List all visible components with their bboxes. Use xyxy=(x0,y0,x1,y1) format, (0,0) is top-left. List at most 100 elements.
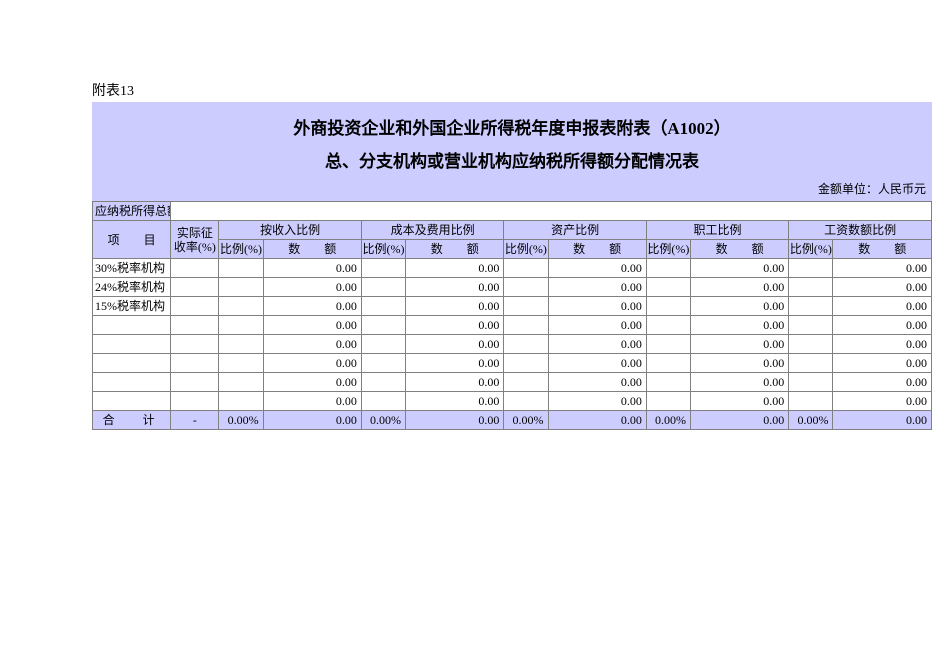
row-label xyxy=(93,335,171,354)
row-amt: 0.00 xyxy=(833,373,932,392)
row-amt: 0.00 xyxy=(833,278,932,297)
row-amt: 0.00 xyxy=(548,259,646,278)
row-pct xyxy=(789,354,833,373)
table-row: 30%税率机构0.000.000.000.000.00 xyxy=(93,259,932,278)
header-group-1: 成本及费用比例 xyxy=(361,221,503,240)
row-amt: 0.00 xyxy=(690,373,788,392)
row-amt: 0.00 xyxy=(263,354,361,373)
header-amt-0: 数 额 xyxy=(263,240,361,259)
row-pct xyxy=(646,259,690,278)
row-pct xyxy=(789,335,833,354)
row-amt: 0.00 xyxy=(263,335,361,354)
row-amt: 0.00 xyxy=(690,335,788,354)
row-amt: 0.00 xyxy=(690,354,788,373)
total-rate: - xyxy=(171,411,219,430)
row-pct xyxy=(504,373,548,392)
header-total-income: 应纳税所得总额 xyxy=(93,202,171,221)
total-amt: 0.00 xyxy=(263,411,361,430)
total-pct: 0.00% xyxy=(361,411,405,430)
row-label: 15%税率机构 xyxy=(93,297,171,316)
row-amt: 0.00 xyxy=(548,354,646,373)
row-amt: 0.00 xyxy=(833,392,932,411)
row-pct xyxy=(646,335,690,354)
row-label xyxy=(93,373,171,392)
row-amt: 0.00 xyxy=(690,259,788,278)
row-amt: 0.00 xyxy=(690,316,788,335)
total-row: 合 计-0.00%0.000.00%0.000.00%0.000.00%0.00… xyxy=(93,411,932,430)
row-pct xyxy=(361,259,405,278)
row-pct xyxy=(219,373,263,392)
row-amt: 0.00 xyxy=(548,392,646,411)
row-rate xyxy=(171,278,219,297)
table-row: 0.000.000.000.000.00 xyxy=(93,335,932,354)
row-label: 24%税率机构 xyxy=(93,278,171,297)
row-rate xyxy=(171,297,219,316)
header-amt-4: 数 额 xyxy=(833,240,932,259)
row-pct xyxy=(504,316,548,335)
row-pct xyxy=(789,373,833,392)
row-pct xyxy=(504,278,548,297)
header-pct-4: 比例(%) xyxy=(789,240,833,259)
total-pct: 0.00% xyxy=(789,411,833,430)
total-amt: 0.00 xyxy=(406,411,504,430)
header-group-2: 资产比例 xyxy=(504,221,646,240)
title-line-1: 外商投资企业和外国企业所得税年度申报表附表（A1002） xyxy=(92,110,932,143)
header-amt-1: 数 额 xyxy=(406,240,504,259)
row-pct xyxy=(361,373,405,392)
row-amt: 0.00 xyxy=(833,259,932,278)
header-pct-3: 比例(%) xyxy=(646,240,690,259)
table-row: 0.000.000.000.000.00 xyxy=(93,354,932,373)
header-group-4: 工资数额比例 xyxy=(789,221,932,240)
row-amt: 0.00 xyxy=(690,392,788,411)
header-item: 项 目 xyxy=(93,221,171,259)
header-amt-3: 数 额 xyxy=(690,240,788,259)
row-pct xyxy=(219,392,263,411)
row-amt: 0.00 xyxy=(263,316,361,335)
row-pct xyxy=(789,392,833,411)
row-pct xyxy=(504,335,548,354)
currency-unit: 金额单位：人民币元 xyxy=(92,180,932,199)
row-amt: 0.00 xyxy=(833,316,932,335)
row-amt: 0.00 xyxy=(548,297,646,316)
total-label: 合 计 xyxy=(93,411,171,430)
table-row: 0.00 0.00 0.00 0.00 0.00 xyxy=(93,316,932,335)
row-pct xyxy=(789,316,833,335)
header-pct-2: 比例(%) xyxy=(504,240,548,259)
row-pct xyxy=(646,297,690,316)
row-pct xyxy=(219,316,263,335)
total-amt: 0.00 xyxy=(690,411,788,430)
row-pct xyxy=(219,259,263,278)
row-amt: 0.00 xyxy=(263,373,361,392)
row-rate xyxy=(171,392,219,411)
total-pct: 0.00% xyxy=(646,411,690,430)
row-amt: 0.00 xyxy=(406,373,504,392)
row-amt: 0.00 xyxy=(406,278,504,297)
row-rate xyxy=(171,354,219,373)
row-pct xyxy=(789,297,833,316)
row-amt: 0.00 xyxy=(548,278,646,297)
row-pct xyxy=(646,392,690,411)
row-amt: 0.00 xyxy=(833,297,932,316)
row-pct xyxy=(361,354,405,373)
row-pct xyxy=(646,373,690,392)
row-amt: 0.00 xyxy=(406,316,504,335)
total-amt: 0.00 xyxy=(548,411,646,430)
row-pct xyxy=(789,278,833,297)
header-total-income-value xyxy=(171,202,932,221)
row-pct xyxy=(219,278,263,297)
header-amt-2: 数 额 xyxy=(548,240,646,259)
row-amt: 0.00 xyxy=(406,392,504,411)
row-amt: 0.00 xyxy=(548,316,646,335)
row-amt: 0.00 xyxy=(548,373,646,392)
row-pct xyxy=(646,354,690,373)
row-pct xyxy=(504,297,548,316)
row-amt: 0.00 xyxy=(263,278,361,297)
row-rate xyxy=(171,373,219,392)
row-pct xyxy=(789,259,833,278)
header-pct-1: 比例(%) xyxy=(361,240,405,259)
row-amt: 0.00 xyxy=(690,278,788,297)
row-amt: 0.00 xyxy=(263,297,361,316)
row-label: 30%税率机构 xyxy=(93,259,171,278)
row-amt: 0.00 xyxy=(406,354,504,373)
row-rate xyxy=(171,316,219,335)
